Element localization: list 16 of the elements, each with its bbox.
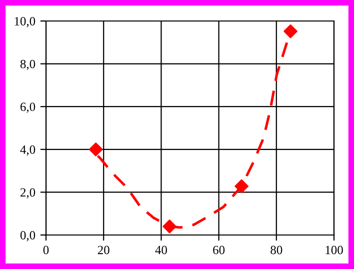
x-tick-label: 40 bbox=[155, 246, 167, 254]
y-tick-label: 0,0 bbox=[20, 231, 36, 242]
y-tick-label: 2,0 bbox=[20, 188, 36, 198]
point bbox=[284, 24, 298, 38]
y-tick-label: 4,0 bbox=[20, 145, 36, 156]
y-tick-label: 8,0 bbox=[20, 60, 36, 70]
x-tick-label: 20 bbox=[98, 246, 110, 254]
y-tick-label: 6,0 bbox=[20, 102, 36, 113]
x-tick-label: 60 bbox=[213, 246, 225, 254]
point bbox=[234, 179, 248, 194]
x-tick-label: 100 bbox=[326, 246, 343, 254]
x-tick-label: 80 bbox=[270, 246, 282, 254]
point bbox=[88, 142, 103, 156]
x-tick-label: 0 bbox=[43, 246, 49, 254]
y-tick-label: 10,0 bbox=[14, 17, 36, 28]
point bbox=[162, 220, 176, 234]
